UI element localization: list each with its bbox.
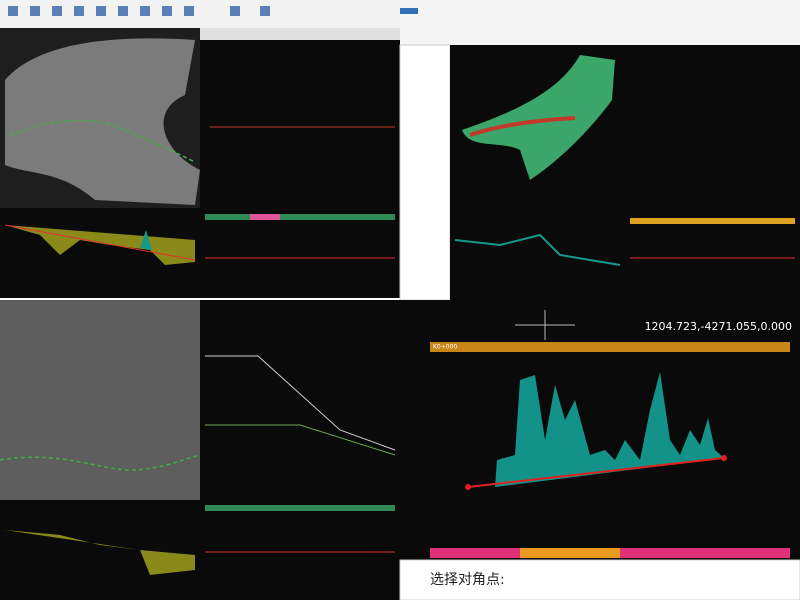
band bbox=[205, 214, 395, 220]
section-chart-2 bbox=[200, 208, 400, 298]
station-label: K0+000 bbox=[433, 344, 457, 351]
band bbox=[205, 505, 395, 511]
ground-line bbox=[454, 233, 621, 266]
window-bottom-left bbox=[0, 300, 400, 600]
grade-line bbox=[4, 224, 196, 261]
route-line bbox=[9, 119, 196, 163]
tool-icon[interactable] bbox=[184, 6, 194, 16]
tool-icon[interactable] bbox=[96, 6, 106, 16]
grade-point[interactable] bbox=[465, 484, 471, 490]
cut-area bbox=[140, 230, 152, 250]
mileage-band-segment bbox=[520, 548, 620, 558]
window-top-left bbox=[0, 0, 400, 298]
side-panel bbox=[399, 44, 451, 301]
tool-icon[interactable] bbox=[118, 6, 128, 16]
fill-area bbox=[5, 225, 195, 265]
window-top-right bbox=[399, 0, 800, 301]
tool-icon[interactable] bbox=[8, 6, 18, 16]
tool-icon[interactable] bbox=[260, 6, 270, 16]
grade-line bbox=[467, 457, 725, 488]
route-line bbox=[0, 454, 201, 471]
command-prompt: 选择对角点: bbox=[430, 572, 505, 588]
band bbox=[630, 218, 795, 224]
profile-panel bbox=[200, 28, 400, 208]
section-chart-2 bbox=[200, 500, 400, 600]
tab-active[interactable] bbox=[400, 8, 418, 14]
tool-icon[interactable] bbox=[162, 6, 172, 16]
tool-icon[interactable] bbox=[140, 6, 150, 16]
station-band bbox=[430, 342, 790, 352]
terrain bbox=[462, 55, 615, 180]
terrain bbox=[5, 38, 200, 206]
tool-icon[interactable] bbox=[74, 6, 84, 16]
toolbar bbox=[0, 0, 400, 28]
panel-header bbox=[200, 28, 400, 40]
profile-line bbox=[205, 355, 396, 451]
band-segment bbox=[250, 214, 280, 220]
toolbar-icons bbox=[8, 6, 270, 16]
relief-ridge bbox=[469, 116, 576, 137]
map-view[interactable] bbox=[0, 300, 200, 500]
tool-icon[interactable] bbox=[30, 6, 40, 16]
ribbon bbox=[400, 0, 800, 45]
coordinates: 1204.723,-4271.055,0.000 bbox=[645, 320, 792, 333]
tool-icon[interactable] bbox=[230, 6, 240, 16]
window-bottom-right: 1204.723,-4271.055,0.000 K0+000 选择对角点: bbox=[399, 300, 800, 600]
profile-panel bbox=[625, 45, 800, 215]
profile-view[interactable] bbox=[400, 300, 800, 560]
command-line[interactable] bbox=[399, 559, 800, 600]
grade-point[interactable] bbox=[721, 455, 727, 461]
profile-panel bbox=[200, 300, 400, 500]
tool-icon[interactable] bbox=[52, 6, 62, 16]
ground-line bbox=[205, 424, 396, 456]
cut-area bbox=[495, 372, 724, 487]
fill-area bbox=[5, 530, 195, 575]
section-chart bbox=[0, 500, 200, 600]
section-chart bbox=[450, 215, 625, 300]
